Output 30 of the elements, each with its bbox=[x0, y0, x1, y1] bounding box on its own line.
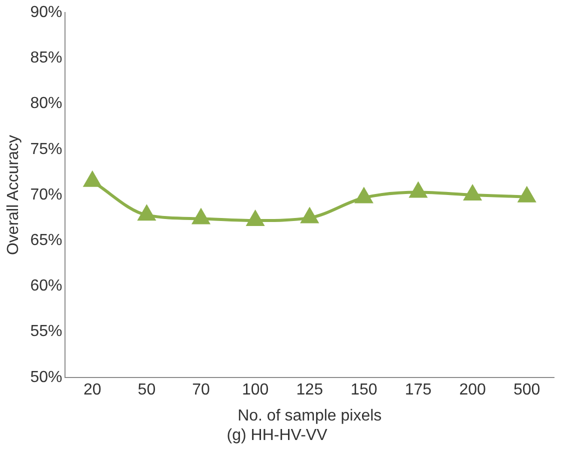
y-tick-label: 75% bbox=[30, 140, 62, 158]
x-tick-label: 70 bbox=[192, 381, 210, 398]
text: (g) HH-HV-VV bbox=[226, 426, 328, 444]
point bbox=[408, 181, 428, 198]
point bbox=[463, 184, 482, 200]
x-tick-label: 200 bbox=[459, 381, 486, 398]
point bbox=[137, 204, 156, 221]
point bbox=[191, 208, 211, 224]
x-tick-label: 50 bbox=[138, 381, 156, 398]
x-tick-label: 150 bbox=[350, 381, 378, 398]
point bbox=[246, 210, 265, 226]
x-tick-label: 20 bbox=[83, 381, 102, 398]
y-tick-label: 65% bbox=[30, 232, 62, 250]
y-tick-label: 90% bbox=[30, 4, 62, 22]
x-tick-label: 125 bbox=[296, 381, 324, 398]
y-tick-label: 80% bbox=[30, 95, 62, 112]
x-axis-title: No. of sample pixels bbox=[238, 408, 382, 425]
y-tick-label: 60% bbox=[30, 278, 62, 295]
point bbox=[354, 186, 374, 204]
point bbox=[82, 170, 102, 187]
y-axis-title: Overall Accuracy bbox=[5, 134, 22, 256]
x-tick-label: 100 bbox=[242, 381, 269, 398]
y-tick-label: 70% bbox=[30, 186, 62, 204]
y-tick-label: 85% bbox=[30, 50, 62, 67]
x-tick-label: 500 bbox=[513, 381, 540, 398]
y-tick-label: 55% bbox=[30, 323, 62, 340]
point bbox=[517, 186, 536, 202]
x-tick-label: 175 bbox=[404, 381, 432, 398]
point bbox=[300, 206, 320, 224]
y-tick-label: 50% bbox=[30, 368, 62, 386]
